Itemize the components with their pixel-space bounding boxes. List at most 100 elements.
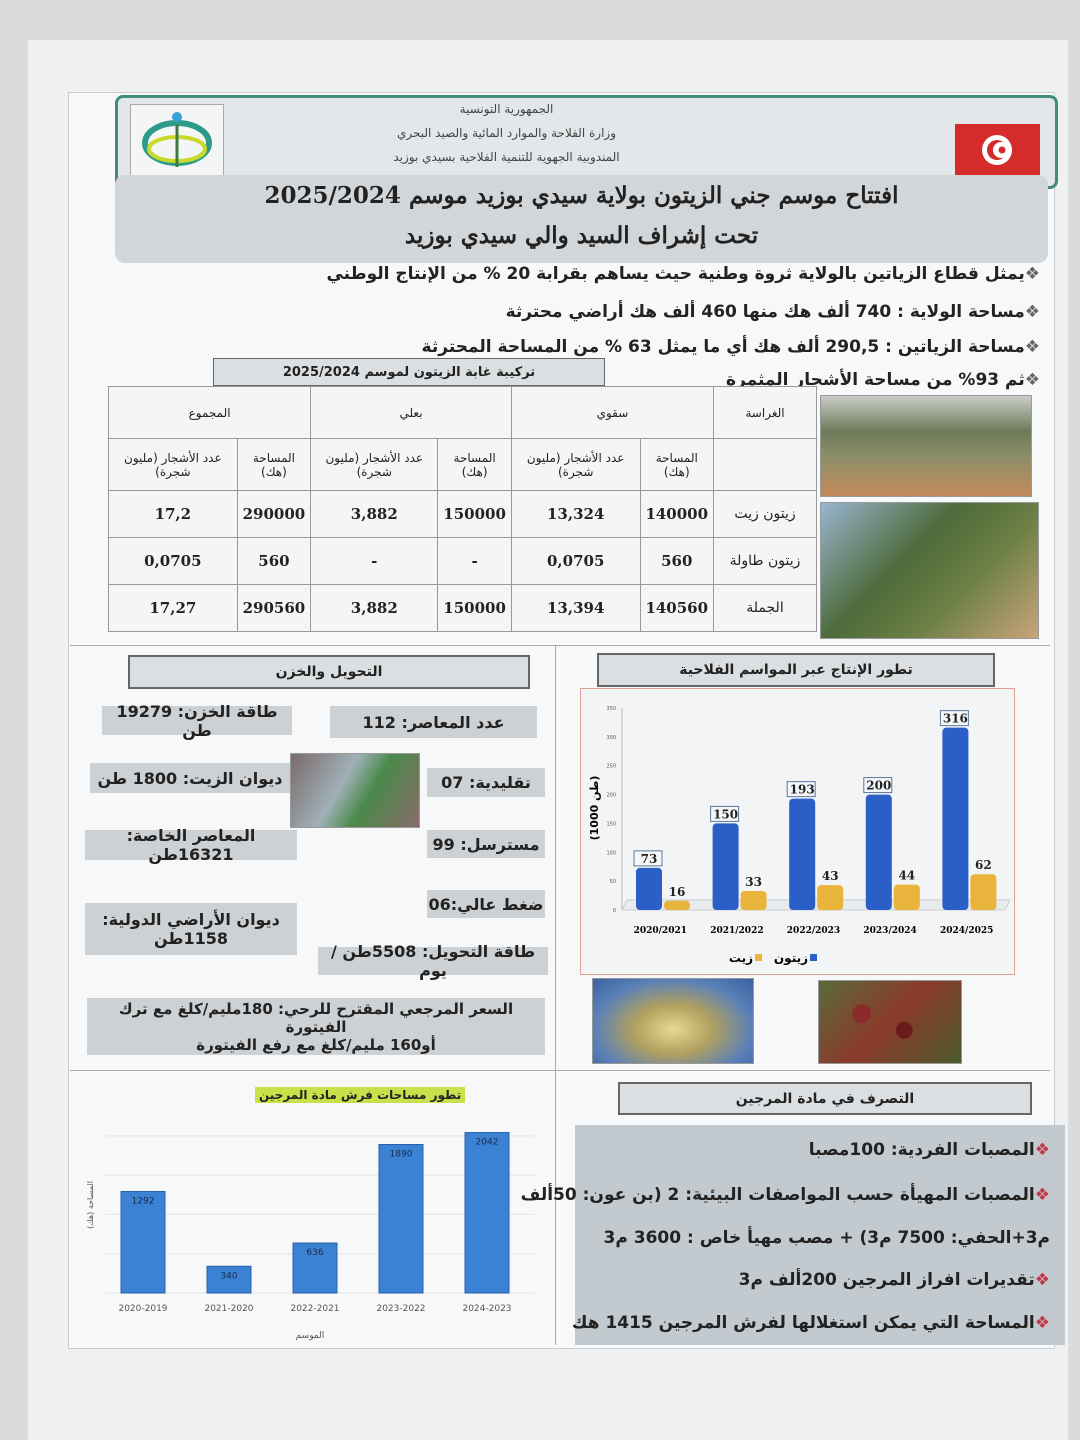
y-axis-label: المساحة (هك) bbox=[86, 1181, 95, 1229]
data-label-box bbox=[633, 850, 663, 867]
row-label: الجملة bbox=[713, 584, 817, 632]
data-label: 1890 bbox=[390, 1150, 413, 1160]
legend-swatch bbox=[810, 954, 817, 961]
y-tick-label: 50 bbox=[610, 879, 616, 885]
table-row: زيتون طاولة 560 0,0705- -560 0,0705 bbox=[108, 537, 817, 585]
bar bbox=[206, 1265, 252, 1294]
x-tick-label: 2022-2021 bbox=[290, 1304, 339, 1314]
processing-capacity: طاقة التحويل: 5508طن /يوم bbox=[318, 942, 548, 980]
header-rainfed: بعلي bbox=[310, 386, 512, 439]
subheader-trees: عدد الأشجار (مليون شجرة) bbox=[310, 438, 439, 491]
x-tick-label: 2021-2020 bbox=[204, 1304, 253, 1314]
page-title: افتتاح موسم جني الزيتون بولاية سيدي بوزي… bbox=[264, 182, 899, 209]
cell: 560 bbox=[639, 537, 715, 585]
x-tick-label: 2023-2022 bbox=[376, 1304, 425, 1314]
bar bbox=[464, 1132, 510, 1294]
row-label: زيتون زيت bbox=[713, 490, 817, 538]
margine-item: ❖تقديرات افراز المرجين 200ألف م3 bbox=[738, 1270, 1050, 1290]
y-tick-label: 100 bbox=[606, 850, 616, 856]
traditional-presses: تقليدية: 07 bbox=[427, 768, 545, 797]
price-line-1: السعر المرجعي المقترح للرحي: 180مليم/كلغ… bbox=[118, 999, 514, 1036]
margine-item: ❖المصبات المهيأة حسب المواصفات البيئية: … bbox=[520, 1185, 1050, 1205]
x-tick-label: 2021/2022 bbox=[710, 926, 763, 936]
price-line-2: أو160 مليم/كلغ مع رفع الفيتورة bbox=[196, 1035, 436, 1054]
cell: 290560 bbox=[236, 584, 312, 632]
header-irrigated: سقوي bbox=[510, 386, 715, 439]
data-label-box bbox=[939, 710, 969, 727]
margine-item: م3+الحفي: 7500 م3) + مصب مهيأ خاص : 3600… bbox=[604, 1228, 1050, 1248]
data-label: 1292 bbox=[132, 1196, 155, 1206]
state-lands-value: 1158طن bbox=[154, 929, 228, 948]
y-tick-label: 0 bbox=[613, 908, 616, 914]
section-divider bbox=[70, 645, 1050, 646]
bar bbox=[292, 1242, 338, 1294]
production-chart-title: تطور الإنتاج عبر المواسم الفلاحية bbox=[597, 653, 995, 687]
bar bbox=[120, 1190, 166, 1294]
header-total: المجموع bbox=[107, 386, 312, 439]
state-lands-office: ديوان الأراضي الدولية: 1158طن bbox=[85, 903, 297, 955]
margine-chart-title: تطور مساحات فرش مادة المرجين bbox=[255, 1087, 466, 1103]
olives-photo bbox=[818, 980, 962, 1064]
olive-composition-table: الغراسة سقوي بعلي المجموع المساحة (هك) ع… bbox=[107, 386, 817, 632]
cell: 13,324 bbox=[510, 490, 641, 538]
bullet-item: ❖ثم 93% من مساحة الأشجار المثمرة bbox=[725, 370, 1040, 390]
cell: 150000 bbox=[437, 584, 512, 632]
cell: 17,27 bbox=[108, 584, 238, 632]
header-planting: الغراسة bbox=[713, 386, 817, 439]
x-axis-label: الموسم bbox=[296, 1331, 325, 1341]
header-line-2: وزارة الفلاحة والموارد المائية والصيد ال… bbox=[396, 126, 616, 140]
bullet-text: يمثل قطاع الزياتين بالولاية ثروة وطنية ح… bbox=[326, 264, 1025, 284]
page-subtitle: تحت إشراف السيد والي سيدي بوزيد bbox=[404, 222, 759, 249]
x-tick-label: 2024-2023 bbox=[462, 1304, 511, 1314]
margine-text: المساحة التي يمكن استغلالها لفرش المرجين… bbox=[571, 1313, 1035, 1333]
data-label: 43 bbox=[822, 869, 839, 883]
margine-text: م3+الحفي: 7500 م3) + مصب مهيأ خاص : 3600… bbox=[603, 1228, 1050, 1248]
section-divider bbox=[555, 645, 556, 1345]
cell: 290000 bbox=[236, 490, 312, 538]
subheader-area: المساحة (هك) bbox=[639, 438, 715, 491]
data-label: 636 bbox=[306, 1248, 323, 1258]
bar-oil bbox=[817, 885, 844, 910]
cell: 0,0705 bbox=[510, 537, 641, 585]
x-tick-label: 2022/2023 bbox=[787, 926, 840, 936]
bar-olive bbox=[636, 867, 662, 910]
x-tick-label: 2024/2025 bbox=[940, 926, 993, 936]
margine-text: المصبات المهيأة حسب المواصفات البيئية: 2… bbox=[520, 1185, 1035, 1205]
press-count: عدد المعاصر: 112 bbox=[330, 706, 537, 738]
storage-capacity: طاقة الخزن: 19279 طن bbox=[102, 702, 292, 740]
data-label-box bbox=[710, 805, 740, 822]
data-label-box bbox=[863, 777, 893, 794]
cell: 560 bbox=[236, 537, 312, 585]
bar-olive bbox=[712, 823, 739, 910]
row-label: زيتون طاولة bbox=[713, 537, 817, 585]
x-tick-label: 2023/2024 bbox=[863, 926, 916, 936]
cell: 3,882 bbox=[310, 584, 439, 632]
y-tick-label: 350 bbox=[606, 706, 616, 712]
subheader-area: المساحة (هك) bbox=[437, 438, 512, 491]
bar-oil bbox=[893, 884, 920, 910]
cell: 13,394 bbox=[510, 584, 641, 632]
bar-oil bbox=[664, 900, 690, 910]
data-label: 33 bbox=[745, 875, 762, 889]
margine-area-chart: المساحة (هك) 1292 2020-2019 340 2021-2020 636… bbox=[86, 1132, 535, 1341]
data-label: 316 bbox=[943, 712, 968, 726]
bar-olive bbox=[789, 798, 816, 910]
section-divider bbox=[70, 1070, 1050, 1071]
y-tick-label: 200 bbox=[606, 793, 616, 799]
bullet-item: ❖مساحة الولاية : 740 ألف هك منها 460 ألف… bbox=[505, 302, 1040, 322]
data-label: 193 bbox=[790, 783, 815, 797]
data-label: 150 bbox=[713, 807, 738, 821]
bar-olive bbox=[865, 794, 892, 910]
subheader-trees: عدد الأشجار (مليون شجرة) bbox=[108, 438, 238, 491]
header-empty bbox=[713, 438, 817, 491]
data-label-box bbox=[786, 781, 816, 798]
cell: 140000 bbox=[639, 490, 715, 538]
continuous-presses: مسترسل: 99 bbox=[427, 830, 545, 858]
cell: 150000 bbox=[437, 490, 512, 538]
table-row: الجملة 140560 13,394 150000 3,882 290560 17,2… bbox=[108, 584, 817, 632]
margine-item: ❖المصبات الفردية: 100مصبا bbox=[808, 1140, 1050, 1160]
legend-label: زيت bbox=[729, 951, 753, 965]
x-tick-label: 2020/2021 bbox=[634, 926, 687, 936]
olive-press-photo bbox=[290, 753, 420, 828]
cell: - bbox=[310, 537, 439, 585]
